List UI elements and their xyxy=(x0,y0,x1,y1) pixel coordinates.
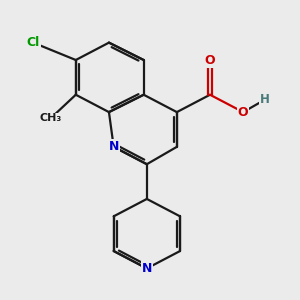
Text: O: O xyxy=(238,106,248,118)
Text: H: H xyxy=(260,93,270,106)
Text: N: N xyxy=(142,262,152,275)
Text: N: N xyxy=(109,140,119,153)
Text: Cl: Cl xyxy=(26,36,40,49)
Text: CH₃: CH₃ xyxy=(39,113,62,123)
Text: O: O xyxy=(205,53,215,67)
